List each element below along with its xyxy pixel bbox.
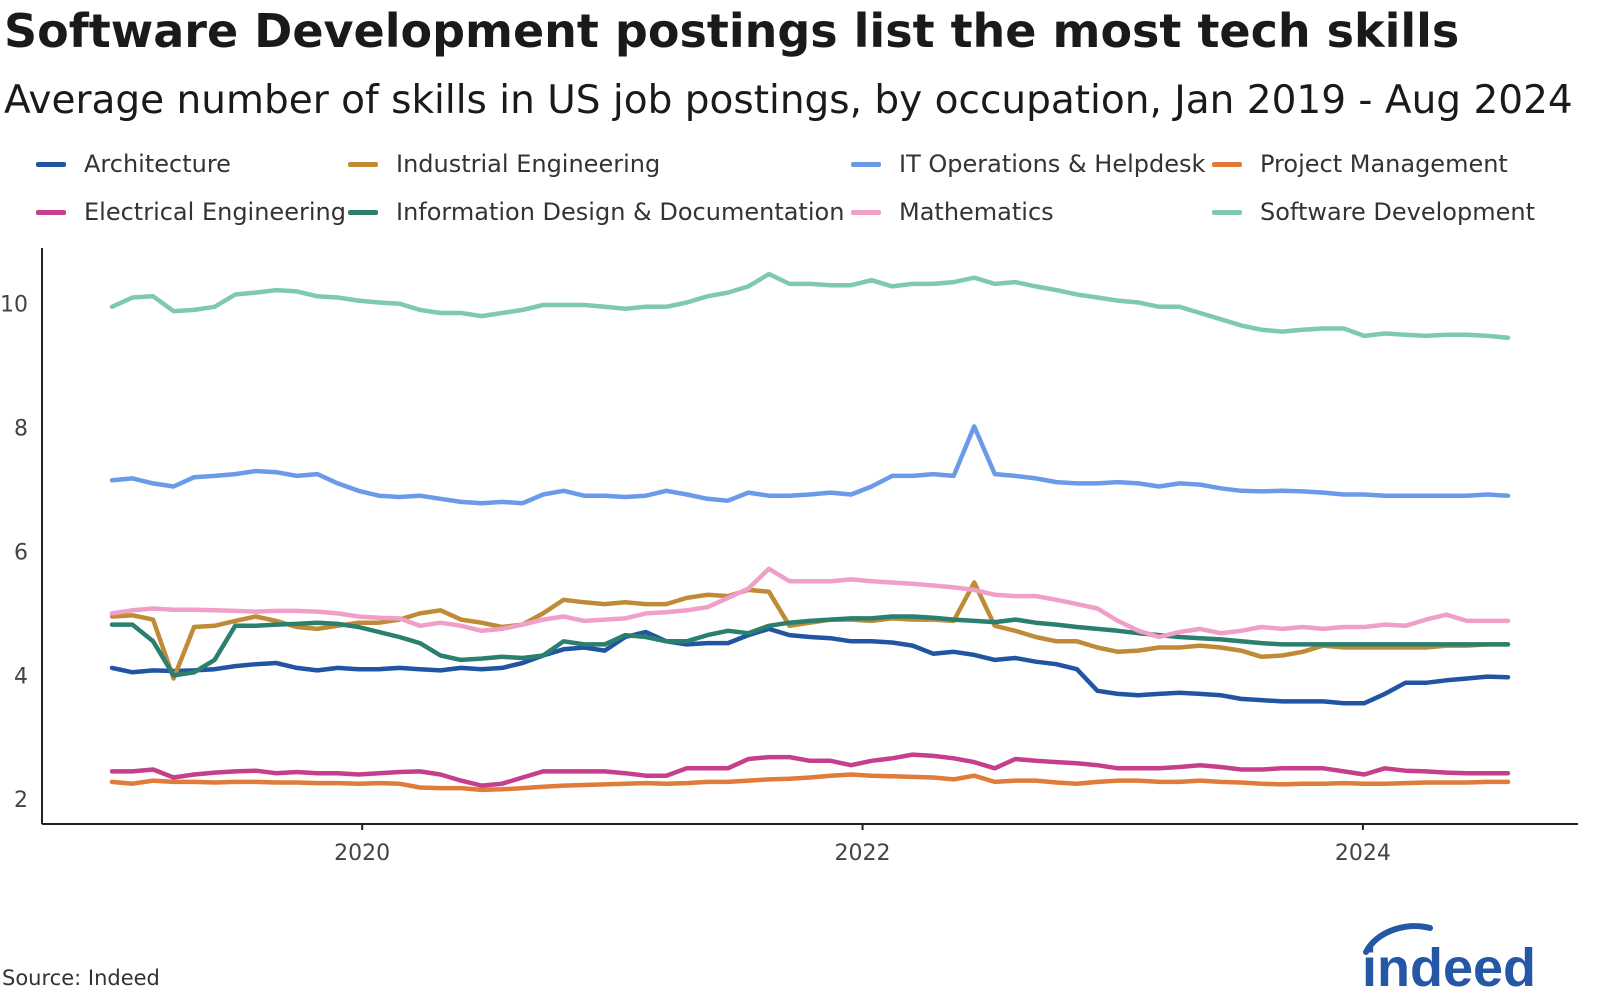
y-tick-label: 10 [0, 293, 28, 318]
y-axis: 2 4 6 8 10 [0, 248, 43, 824]
legend-swatch-architecture [36, 161, 66, 167]
legend-item-it-operations: IT Operations & Helpdesk [851, 144, 1205, 184]
legend-label-information-design: Information Design & Documentation [396, 198, 845, 226]
legend-swatch-software-development [1212, 209, 1242, 215]
series-line-mathematics [109, 566, 1511, 640]
indeed-logo-arc-icon [1363, 923, 1433, 955]
y-tick-label: 6 [14, 540, 28, 565]
legend-swatch-project-management [1212, 161, 1242, 167]
legend-item-electrical-engineering: Electrical Engineering [36, 192, 346, 232]
indeed-logo: indeed [1362, 923, 1536, 994]
chart-title: Software Development postings list the m… [4, 4, 1460, 58]
x-tick-label: 2020 [334, 841, 390, 866]
legend-swatch-it-operations [851, 161, 881, 167]
x-tick-label: 2024 [1335, 841, 1391, 866]
series-line-project-management [109, 772, 1511, 793]
legend-swatch-industrial-engineering [348, 161, 378, 167]
y-tick-label: 4 [14, 664, 28, 689]
legend-label-it-operations: IT Operations & Helpdesk [899, 150, 1206, 178]
legend-label-architecture: Architecture [84, 150, 231, 178]
series-layer [109, 271, 1511, 793]
legend-swatch-electrical-engineering [36, 209, 66, 215]
x-tick-label: 2022 [835, 841, 891, 866]
legend-item-software-development: Software Development [1212, 192, 1535, 232]
y-tick-label: 8 [14, 417, 28, 442]
indeed-logo-wordmark: indeed [1362, 938, 1536, 994]
series-line-architecture [109, 626, 1511, 706]
legend: Architecture Industrial Engineering IT O… [36, 144, 1596, 254]
legend-item-information-design: Information Design & Documentation [348, 192, 844, 232]
legend-label-industrial-engineering: Industrial Engineering [396, 150, 661, 178]
legend-item-mathematics: Mathematics [851, 192, 1054, 232]
x-axis: 2020 2022 2024 [42, 823, 1578, 866]
legend-item-architecture: Architecture [36, 144, 231, 184]
series-line-it-operations-helpdesk [109, 424, 1511, 506]
line-chart: 2 4 6 8 10 2020 2022 2024 [0, 248, 1578, 866]
y-tick-label: 2 [14, 788, 28, 813]
legend-item-industrial-engineering: Industrial Engineering [348, 144, 660, 184]
chart-subtitle: Average number of skills in US job posti… [4, 78, 1573, 123]
source-note: Source: Indeed [2, 966, 160, 990]
series-line-software-development [109, 271, 1511, 341]
legend-label-project-management: Project Management [1260, 150, 1508, 178]
series-line-information-design-documentation [109, 614, 1511, 678]
legend-label-software-development: Software Development [1260, 198, 1535, 226]
legend-swatch-mathematics [851, 209, 881, 215]
legend-label-electrical-engineering: Electrical Engineering [84, 198, 346, 226]
legend-label-mathematics: Mathematics [899, 198, 1054, 226]
series-line-industrial-engineering [109, 580, 1511, 681]
legend-item-project-management: Project Management [1212, 144, 1508, 184]
series-line-electrical-engineering [109, 752, 1511, 788]
legend-swatch-information-design [348, 209, 378, 215]
